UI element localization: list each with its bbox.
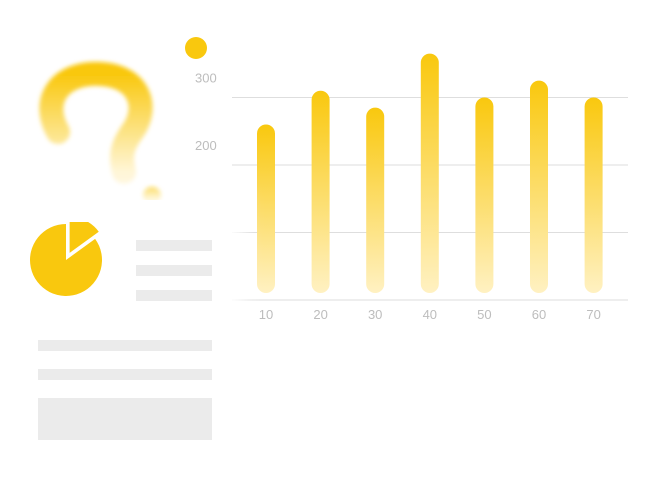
x-tick-label: 10 xyxy=(259,307,273,322)
question-mark-icon xyxy=(39,61,153,184)
doc-block xyxy=(38,398,212,440)
x-tick-label: 60 xyxy=(532,307,546,322)
dot-icon xyxy=(185,37,207,59)
pie-chart-icon xyxy=(30,222,102,296)
pie-wedge-slice xyxy=(69,222,99,253)
pie-main-slice xyxy=(30,224,102,296)
x-tick-label: 30 xyxy=(368,307,382,322)
bar-20 xyxy=(311,90,330,293)
y-tick-label: 200 xyxy=(195,138,217,153)
bar-70 xyxy=(584,97,603,293)
bar-30 xyxy=(366,107,385,293)
bar-60 xyxy=(530,80,548,293)
x-tick-label: 40 xyxy=(423,307,437,322)
doc-line xyxy=(38,340,212,351)
bar-10 xyxy=(257,124,275,293)
y-axis-ticks: 300 200 xyxy=(195,71,217,154)
y-tick-label: 300 xyxy=(195,71,217,86)
bars xyxy=(257,53,603,293)
x-tick-label: 70 xyxy=(586,307,600,322)
x-tick-label: 20 xyxy=(313,307,327,322)
document-card xyxy=(8,200,232,468)
bar-40 xyxy=(420,53,439,293)
doc-line xyxy=(38,369,212,380)
doc-line xyxy=(136,240,212,251)
x-axis-ticks: 10 20 30 40 50 60 70 xyxy=(259,307,601,322)
bar-50 xyxy=(475,97,494,293)
doc-line xyxy=(136,265,212,276)
x-tick-label: 50 xyxy=(477,307,491,322)
doc-line xyxy=(136,290,212,301)
